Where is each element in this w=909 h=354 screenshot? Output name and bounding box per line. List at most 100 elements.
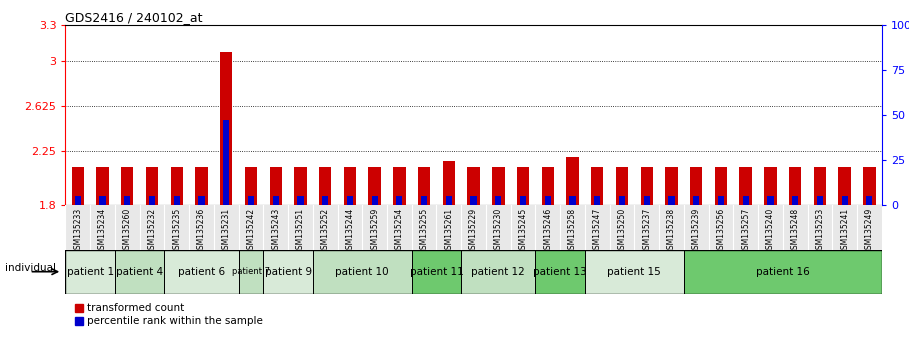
Bar (96, 167, 109, 205)
Bar (764, 167, 776, 205)
Text: GSM135236: GSM135236 (197, 207, 206, 254)
Text: patient 7: patient 7 (232, 267, 270, 276)
Text: patient 6: patient 6 (178, 267, 225, 277)
Bar (838, 167, 851, 205)
Text: GSM135238: GSM135238 (667, 207, 676, 254)
Bar (125, 196, 130, 205)
Bar (322, 196, 328, 205)
Bar (817, 196, 823, 205)
Bar (195, 167, 207, 205)
Bar (396, 196, 403, 205)
Bar (517, 167, 529, 205)
Legend: transformed count, percentile rank within the sample: transformed count, percentile rank withi… (71, 299, 267, 331)
Bar (842, 196, 848, 205)
Bar (718, 196, 724, 205)
Bar (615, 167, 628, 205)
Bar (566, 157, 579, 205)
Bar (421, 196, 427, 205)
Bar (866, 196, 873, 205)
Bar (245, 167, 257, 205)
Text: patient 4: patient 4 (116, 267, 164, 277)
Bar (269, 167, 282, 205)
Bar (467, 167, 480, 205)
Bar (789, 167, 802, 205)
Text: GSM135241: GSM135241 (840, 207, 849, 254)
Bar (641, 167, 653, 205)
Bar (792, 196, 798, 205)
Bar (297, 196, 304, 205)
Text: GSM135258: GSM135258 (568, 207, 577, 254)
Bar (569, 196, 575, 205)
Text: GSM135234: GSM135234 (98, 207, 107, 254)
Bar (121, 167, 134, 205)
Bar (347, 196, 353, 205)
Text: GSM135245: GSM135245 (518, 207, 527, 254)
Bar (594, 196, 600, 205)
Text: GSM135231: GSM135231 (222, 207, 231, 254)
Text: individual: individual (5, 263, 55, 273)
Text: GSM135239: GSM135239 (692, 207, 701, 254)
Text: GSM135251: GSM135251 (296, 207, 305, 254)
Bar (223, 120, 229, 205)
Bar (495, 196, 502, 205)
FancyBboxPatch shape (313, 250, 412, 294)
Text: GSM135232: GSM135232 (147, 207, 156, 254)
Bar (644, 196, 650, 205)
Bar (542, 167, 554, 205)
Bar (619, 196, 625, 205)
Bar (394, 167, 405, 205)
FancyBboxPatch shape (584, 250, 684, 294)
Text: GSM135254: GSM135254 (395, 207, 404, 254)
Text: GSM135255: GSM135255 (420, 207, 429, 254)
FancyBboxPatch shape (165, 250, 238, 294)
Bar (443, 161, 455, 205)
Text: GSM135243: GSM135243 (271, 207, 280, 254)
Bar (75, 196, 81, 205)
Text: patient 16: patient 16 (756, 267, 810, 277)
Text: GSM135229: GSM135229 (469, 207, 478, 254)
Text: GSM135244: GSM135244 (345, 207, 355, 254)
Bar (174, 196, 180, 205)
Bar (814, 167, 826, 205)
Bar (372, 196, 378, 205)
Text: patient 13: patient 13 (534, 267, 587, 277)
FancyBboxPatch shape (264, 250, 313, 294)
Bar (492, 167, 504, 205)
Bar (690, 167, 703, 205)
Bar (319, 167, 332, 205)
Text: patient 15: patient 15 (607, 267, 661, 277)
Bar (767, 196, 774, 205)
Text: GSM135235: GSM135235 (173, 207, 181, 254)
FancyBboxPatch shape (535, 250, 584, 294)
Text: GSM135247: GSM135247 (593, 207, 602, 254)
Text: GSM135256: GSM135256 (716, 207, 725, 254)
Bar (72, 167, 84, 205)
Bar (273, 196, 279, 205)
Bar (418, 167, 430, 205)
Bar (544, 196, 551, 205)
Bar (591, 167, 604, 205)
Text: GSM135259: GSM135259 (370, 207, 379, 254)
Text: GDS2416 / 240102_at: GDS2416 / 240102_at (65, 11, 203, 24)
Text: patient 1: patient 1 (66, 267, 114, 277)
Text: patient 11: patient 11 (410, 267, 464, 277)
Text: GSM135230: GSM135230 (494, 207, 503, 254)
FancyBboxPatch shape (684, 250, 882, 294)
FancyBboxPatch shape (238, 250, 264, 294)
FancyBboxPatch shape (461, 250, 535, 294)
Text: GSM135233: GSM135233 (74, 207, 83, 254)
FancyBboxPatch shape (412, 250, 461, 294)
FancyBboxPatch shape (115, 250, 165, 294)
Bar (248, 196, 254, 205)
Text: GSM135246: GSM135246 (544, 207, 553, 254)
Bar (471, 196, 476, 205)
Bar (445, 196, 452, 205)
Text: GSM135250: GSM135250 (617, 207, 626, 254)
Text: GSM135237: GSM135237 (643, 207, 651, 254)
Text: patient 12: patient 12 (472, 267, 525, 277)
Bar (714, 167, 727, 205)
Text: GSM135248: GSM135248 (791, 207, 800, 254)
Text: GSM135249: GSM135249 (864, 207, 874, 254)
Bar (368, 167, 381, 205)
FancyBboxPatch shape (65, 250, 115, 294)
